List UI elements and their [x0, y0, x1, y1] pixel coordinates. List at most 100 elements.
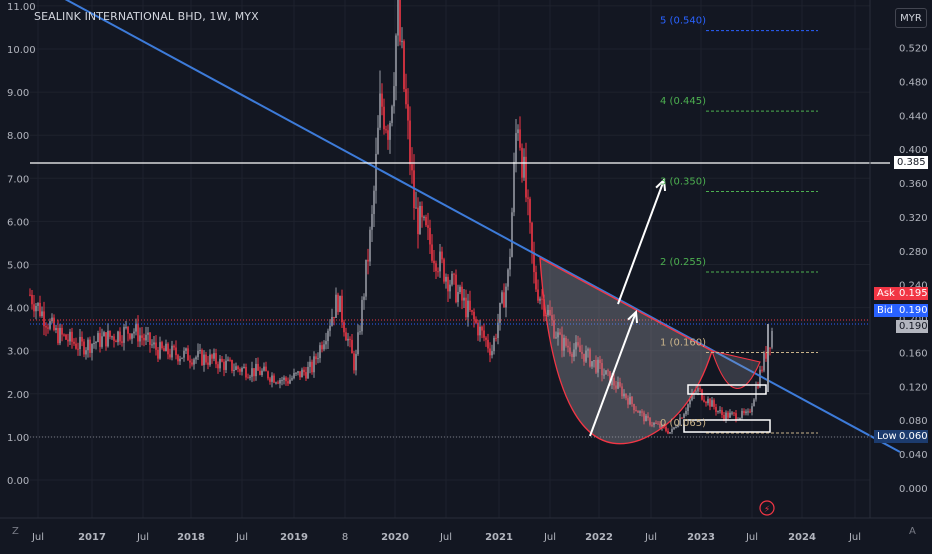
candle-body: [641, 411, 643, 413]
candle-body: [279, 379, 281, 384]
candle-body: [203, 354, 205, 366]
left-axis-tick-label: 8.00: [7, 131, 29, 142]
candle-body: [109, 330, 111, 337]
axis-mode-a[interactable]: A: [909, 526, 916, 537]
candle-body: [169, 354, 171, 358]
candle-body: [237, 366, 239, 369]
candle-body: [751, 406, 753, 413]
candle-body: [565, 337, 567, 346]
candle-body: [761, 369, 763, 371]
candle-body: [269, 378, 271, 382]
candle-body: [81, 336, 83, 342]
candle-body: [245, 366, 247, 378]
candle-body: [309, 361, 311, 367]
candle-body: [395, 35, 397, 87]
candle-body: [621, 386, 623, 397]
axis-mode-z[interactable]: Z: [12, 526, 19, 537]
currency-button[interactable]: MYR: [895, 8, 927, 28]
candle-body: [423, 216, 425, 218]
candle-body: [391, 106, 393, 123]
candle-body: [43, 311, 45, 327]
candle-body: [41, 311, 43, 317]
candle-body: [403, 41, 405, 90]
candle-body: [231, 360, 233, 371]
candle-body: [37, 302, 39, 306]
time-axis-tick-label: Jul: [543, 532, 556, 543]
candle-body: [511, 212, 513, 257]
candle-body: [119, 331, 121, 342]
candle-body: [337, 294, 339, 312]
drawings: ⚡: [30, 0, 901, 516]
candle-body: [61, 327, 63, 335]
candle-body: [643, 412, 645, 422]
candle-body: [721, 410, 723, 415]
candle-body: [341, 295, 343, 323]
candle-body: [673, 427, 675, 430]
flash-icon-glyph: ⚡: [764, 505, 770, 515]
candle-body: [421, 205, 423, 218]
candle-body: [297, 371, 299, 373]
candle-body: [463, 297, 465, 301]
left-price-axis[interactable]: 11.00 10.00 9.00 8.00 7.00 6.00 5.00 4.00 3.00 2.…: [7, 2, 36, 487]
candle-body: [569, 347, 571, 354]
candle-body: [415, 207, 417, 209]
candle-body: [431, 244, 433, 261]
candle-body: [689, 400, 691, 405]
candle-body: [635, 410, 637, 412]
candle-body: [131, 333, 133, 339]
candle-body: [597, 359, 599, 373]
candle-body: [217, 364, 219, 369]
candle-body: [603, 374, 605, 376]
candle-body: [365, 259, 367, 297]
candle-body: [173, 345, 175, 348]
candle-body: [101, 336, 103, 347]
candle-body: [361, 299, 363, 332]
candle-body: [439, 251, 441, 272]
left-axis-tick-label: 10.00: [7, 45, 36, 56]
candle-body: [607, 370, 609, 372]
candle-body: [225, 360, 227, 370]
candle-body: [295, 372, 297, 374]
candle-body: [367, 259, 369, 262]
candle-body: [319, 345, 321, 359]
left-axis-tick-label: 6.00: [7, 217, 29, 228]
candle-body: [93, 342, 95, 344]
candle-body: [693, 392, 695, 394]
candle-body: [129, 333, 131, 339]
time-axis-tick-label: 2021: [485, 532, 513, 543]
candle-body: [515, 133, 517, 163]
candle-body: [471, 310, 473, 312]
candle-body: [363, 296, 365, 300]
candle-body: [39, 302, 41, 317]
candle-body: [739, 417, 741, 420]
candle-body: [703, 399, 705, 402]
candle-body: [33, 304, 35, 312]
candle-body: [233, 369, 235, 371]
candle-body: [601, 363, 603, 376]
candle-body: [755, 386, 757, 400]
candle-body: [177, 355, 179, 362]
candle-body: [645, 415, 647, 422]
candle-body: [387, 130, 389, 140]
candle-body: [627, 398, 629, 405]
handle-box-top: [687, 384, 767, 395]
candle-body: [323, 344, 325, 350]
candle-body: [197, 350, 199, 358]
candle-body: [529, 198, 531, 223]
candle-body: [427, 225, 429, 228]
candle-body: [221, 358, 223, 362]
ask-price-tag: 0.195: [896, 287, 928, 300]
time-axis-tick-label: 2018: [177, 532, 205, 543]
candle-body: [103, 332, 105, 337]
candle-body: [661, 424, 663, 428]
time-axis-tick-label: Jul: [136, 532, 149, 543]
fib-level-label: 0 (0.065): [660, 418, 706, 429]
time-axis[interactable]: Jul 2017 Jul 2018 Jul 2019 8 2020 Jul 2021 Jul 2022…: [0, 517, 932, 543]
candle-body: [149, 332, 151, 345]
candle-body: [535, 272, 537, 290]
candle-body: [613, 377, 615, 386]
candle-body: [371, 214, 373, 230]
candle-body: [475, 319, 477, 323]
